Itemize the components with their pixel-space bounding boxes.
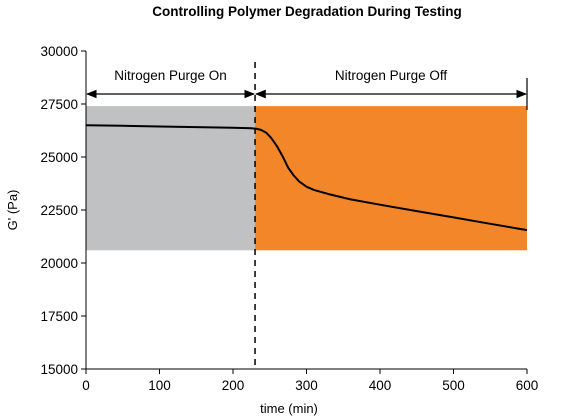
region-label-1: Nitrogen Purge On (114, 68, 227, 83)
region-band-2 (255, 106, 528, 251)
y-tick-label: 30000 (40, 44, 78, 59)
axes: 15000 17500 20000 22500 25000 27500 30000 0 100 2… (40, 44, 538, 393)
x-tick-label: 400 (369, 378, 392, 393)
y-axis-label: G' (Pa) (5, 190, 20, 231)
y-tick-label: 27500 (40, 97, 78, 112)
x-tick-label: 100 (148, 378, 171, 393)
shaded-regions (86, 106, 528, 251)
region-label-2: Nitrogen Purge Off (335, 68, 448, 83)
y-tick-label: 20000 (40, 256, 78, 271)
x-tick-label: 300 (295, 378, 318, 393)
series-layer (85, 124, 528, 232)
x-tick-label: 600 (516, 378, 539, 393)
series-line-1 (85, 124, 528, 232)
y-tick-label: 15000 (40, 362, 78, 377)
x-tick-label: 0 (82, 378, 90, 393)
x-tick-label: 200 (222, 378, 245, 393)
y-tick-label: 17500 (40, 309, 78, 324)
region-band-1 (86, 106, 256, 251)
y-tick-label: 25000 (40, 150, 78, 165)
x-tick-label: 500 (442, 378, 465, 393)
x-axis-label: time (min) (260, 401, 318, 416)
y-tick-label: 22500 (40, 203, 78, 218)
region-annotations: Nitrogen Purge On Nitrogen Purge Off (85, 62, 528, 369)
chart-title: Controlling Polymer Degradation During T… (152, 4, 462, 19)
